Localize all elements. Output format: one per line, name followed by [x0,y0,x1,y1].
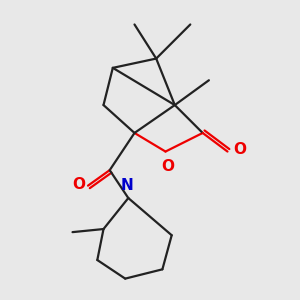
Text: O: O [161,159,175,174]
Text: O: O [234,142,247,158]
Text: N: N [120,178,133,194]
Text: O: O [72,177,85,192]
